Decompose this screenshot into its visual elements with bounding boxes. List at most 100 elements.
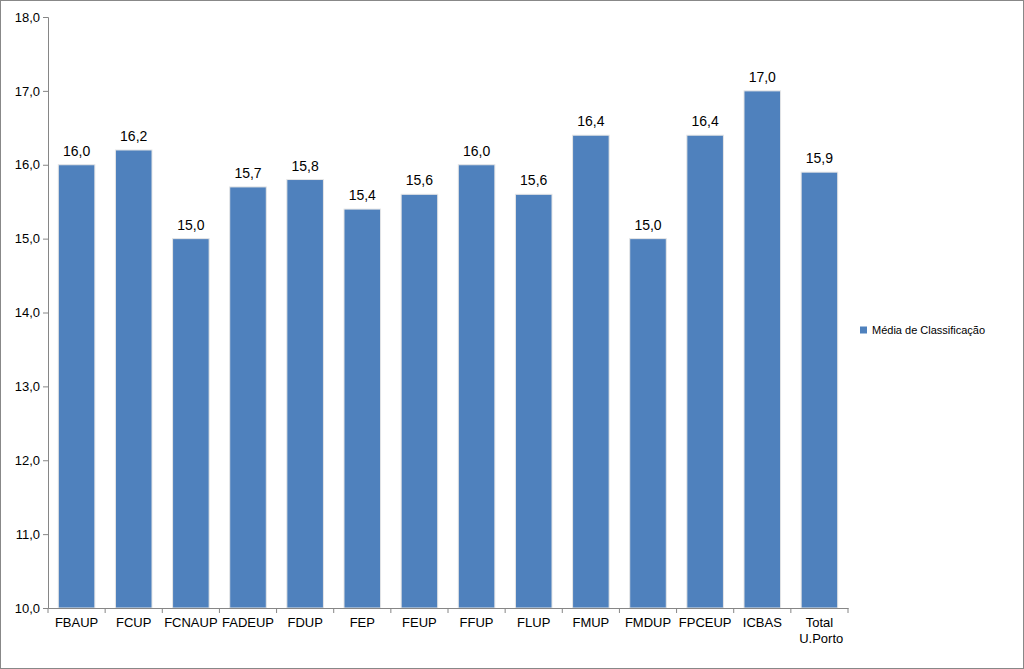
x-tick: FMDUP [625,608,671,630]
y-tick-label: 12,0 [15,453,40,468]
x-tick: FDUP [287,608,322,630]
x-tick-label: FLUP [517,615,550,630]
y-tick: 13,0 [15,379,48,394]
x-tick: FLUP [517,608,550,630]
x-tick-label: FBAUP [55,615,98,630]
data-label: 15,0 [177,217,204,233]
bar [573,135,610,608]
data-labels: 16,0 16,2 15,0 15,7 15,8 15,4 15,6 16,0 15,6 16,4… [63,69,833,233]
y-tick: 16,0 [15,157,48,172]
data-label: 15,9 [806,150,833,166]
x-tick: FEP [350,608,375,630]
x-tick-label: FEUP [402,615,437,630]
x-separator [619,608,620,613]
bar [630,239,667,608]
x-separator [48,608,49,613]
bar [801,172,838,608]
x-tick-label: FCUP [116,615,151,630]
data-label: 16,2 [120,128,147,144]
bar [173,239,210,608]
x-tick: FCUP [116,608,151,630]
x-separator [733,608,734,613]
data-label: 16,0 [63,143,90,159]
y-tick-label: 13,0 [15,379,40,394]
x-tick-label: FCNAUP [164,615,217,630]
bar [58,165,95,608]
x-separator [562,608,563,613]
x-separator [790,608,791,613]
x-tick: FCNAUP [164,608,217,630]
x-separator [505,608,506,613]
y-axis: 10,0 11,0 12,0 13,0 14,0 15,0 16,0 17,0 18,0 [15,10,49,616]
x-tick: FBAUP [55,608,98,630]
x-separator [390,608,391,613]
bar [230,187,267,608]
data-label: 15,6 [520,172,547,188]
x-tick: FEUP [402,608,437,630]
x-tick-label: ICBAS [743,615,782,630]
y-tick-label: 14,0 [15,305,40,320]
y-tick: 11,0 [16,527,48,542]
y-tick-mark [43,313,48,314]
data-label: 16,4 [692,113,719,129]
data-label: 15,4 [349,187,376,203]
data-label: 17,0 [749,69,776,85]
x-tick-label-line: Total [806,615,834,630]
bar [458,165,495,608]
y-tick: 17,0 [15,84,48,99]
data-label: 15,0 [634,217,661,233]
y-tick-mark [43,91,48,92]
bar [287,180,324,608]
x-tick-label: FADEUP [222,615,274,630]
x-separator [276,608,277,613]
y-axis-line [43,18,49,609]
bar [744,91,781,608]
legend-swatch [860,327,867,334]
bar [115,150,152,608]
x-tick-label: Total U.Porto [796,615,844,646]
x-separator [448,608,449,613]
bar [344,209,381,608]
legend-item: Média de Classificação [860,324,985,336]
x-tick: FMUP [572,608,609,630]
x-tick-label: FPCEUP [679,615,732,630]
y-tick-label: 10,0 [15,601,40,616]
x-separator [333,608,334,613]
y-tick-mark [43,534,48,535]
y-tick: 12,0 [15,453,48,468]
x-separator [105,608,106,613]
y-tick-mark [43,165,48,166]
x-separator [219,608,220,613]
chart-border [1,1,1024,669]
y-tick: 18,0 [15,10,48,25]
x-tick: ICBAS [743,608,782,630]
y-tick-mark [43,608,48,609]
y-tick-mark [43,239,48,240]
y-tick: 15,0 [15,231,48,246]
x-tick: FPCEUP [679,608,732,630]
data-label: 15,8 [292,158,319,174]
y-tick-label: 16,0 [15,157,40,172]
y-tick-mark [43,386,48,387]
legend-label: Média de Classificação [872,324,985,336]
y-tick-mark [43,17,48,18]
data-label: 15,7 [234,165,261,181]
y-tick-label: 17,0 [15,84,40,99]
y-tick-mark [43,460,48,461]
y-tick: 14,0 [15,305,48,320]
x-axis: FBAUP FCUP FCNAUP FADEUP FDUP FEP FEUP FFUP FLUP… [49,608,849,646]
x-tick-label: FMDUP [625,615,671,630]
x-tick: FADEUP [222,608,274,630]
bars [58,91,837,608]
x-tick-label: FEP [350,615,375,630]
bar [515,194,552,608]
x-separators [48,608,848,613]
y-tick-label: 11,0 [16,527,40,542]
y-tick-label: 18,0 [15,10,40,25]
bar [687,135,724,608]
data-label: 16,0 [463,143,490,159]
y-tick: 10,0 [15,601,48,616]
x-tick-label: FFUP [460,615,494,630]
data-label: 15,6 [406,172,433,188]
x-separator [676,608,677,613]
